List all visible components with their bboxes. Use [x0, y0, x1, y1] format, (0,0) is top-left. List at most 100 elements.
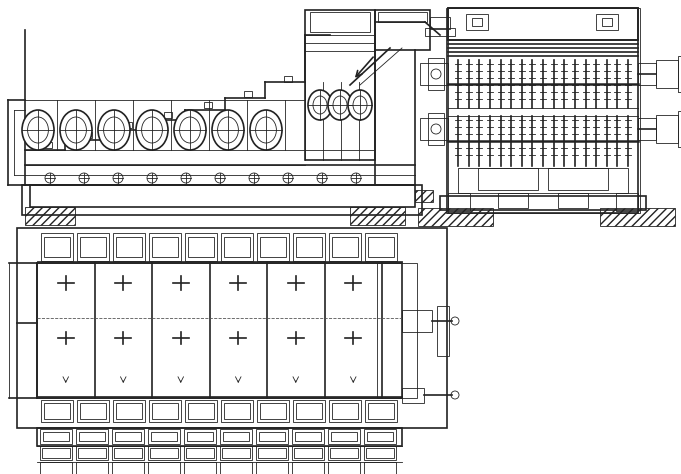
Bar — [221, 233, 253, 261]
Bar — [294, 448, 322, 458]
Bar — [448, 8, 638, 213]
Bar — [310, 12, 370, 32]
Bar — [188, 403, 214, 419]
Bar — [204, 102, 212, 108]
Bar — [78, 448, 106, 458]
Ellipse shape — [308, 90, 332, 120]
Bar — [257, 400, 289, 422]
Bar — [448, 193, 470, 211]
Ellipse shape — [60, 110, 92, 150]
Bar — [260, 237, 286, 257]
Bar — [220, 429, 252, 444]
Bar — [402, 388, 424, 403]
Bar — [77, 400, 109, 422]
Bar — [329, 233, 361, 261]
Bar — [364, 429, 396, 444]
Bar — [224, 403, 250, 419]
Bar — [305, 10, 375, 160]
Bar — [616, 193, 638, 211]
Bar — [188, 237, 214, 257]
Bar — [185, 233, 217, 261]
Ellipse shape — [136, 110, 168, 150]
Bar — [440, 196, 646, 210]
Bar — [41, 233, 73, 261]
Bar — [116, 403, 142, 419]
Bar — [284, 76, 292, 82]
Bar — [258, 448, 286, 458]
Bar — [44, 142, 52, 148]
Bar — [17, 228, 447, 428]
Bar — [365, 400, 397, 422]
Bar — [256, 462, 288, 474]
Bar — [114, 448, 142, 458]
Bar — [448, 8, 638, 40]
Bar — [164, 112, 172, 118]
Bar — [187, 432, 213, 441]
Bar — [25, 207, 75, 225]
Bar — [548, 168, 608, 190]
Bar — [602, 18, 612, 26]
Bar — [44, 403, 70, 419]
Bar — [42, 448, 70, 458]
Bar — [80, 403, 106, 419]
Bar — [425, 28, 455, 36]
Bar — [329, 400, 361, 422]
Bar — [656, 115, 678, 143]
Bar — [418, 208, 493, 226]
Bar — [295, 432, 321, 441]
Bar — [375, 10, 430, 50]
Bar — [293, 233, 325, 261]
Bar — [40, 446, 72, 460]
Bar — [332, 237, 358, 257]
Bar — [364, 446, 396, 460]
Bar — [331, 432, 357, 441]
Bar — [152, 403, 178, 419]
Ellipse shape — [250, 110, 282, 150]
Bar — [678, 111, 681, 147]
Bar — [600, 208, 675, 226]
Bar — [328, 446, 360, 460]
Bar — [76, 429, 108, 444]
Bar — [148, 446, 180, 460]
Bar — [40, 429, 72, 444]
Bar — [296, 237, 322, 257]
Bar — [296, 403, 322, 419]
Bar — [220, 446, 252, 460]
Bar — [478, 168, 538, 190]
Bar — [678, 56, 681, 92]
Bar — [415, 190, 433, 202]
Bar — [292, 446, 324, 460]
Bar — [184, 446, 216, 460]
Bar — [44, 237, 70, 257]
Bar — [420, 63, 448, 85]
Bar — [256, 429, 288, 444]
Bar — [76, 446, 108, 460]
Bar — [428, 113, 444, 145]
Bar — [257, 233, 289, 261]
Bar — [366, 448, 394, 458]
Bar — [256, 446, 288, 460]
Ellipse shape — [174, 110, 206, 150]
Bar — [244, 91, 252, 97]
Bar — [186, 448, 214, 458]
Bar — [152, 237, 178, 257]
Bar — [332, 403, 358, 419]
Bar — [150, 448, 178, 458]
Bar — [148, 462, 180, 474]
Ellipse shape — [348, 90, 372, 120]
Bar — [184, 429, 216, 444]
Bar — [656, 60, 678, 88]
Bar — [43, 432, 69, 441]
Bar — [22, 185, 422, 215]
Bar — [220, 462, 252, 474]
Bar — [116, 237, 142, 257]
Bar — [79, 432, 105, 441]
Bar — [365, 233, 397, 261]
Bar — [76, 462, 108, 474]
Bar — [112, 429, 144, 444]
Bar — [466, 14, 488, 30]
Bar — [80, 237, 106, 257]
Bar — [37, 263, 402, 398]
Bar — [402, 310, 432, 332]
Bar — [112, 462, 144, 474]
